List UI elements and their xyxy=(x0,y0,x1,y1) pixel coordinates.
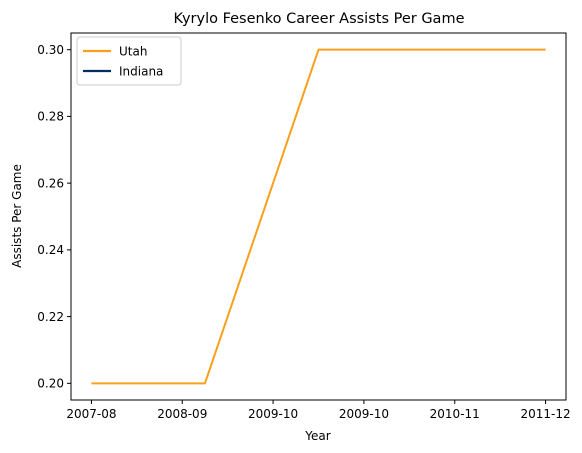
legend: Utah Indiana xyxy=(76,36,182,86)
x-axis-title: Year xyxy=(304,429,330,443)
legend-label-utah: Utah xyxy=(119,44,147,58)
chart-title: Kyrylo Fesenko Career Assists Per Game xyxy=(174,11,465,27)
legend-box xyxy=(76,36,182,86)
x-tick-label: 2009-10 xyxy=(339,407,389,421)
y-tick-label: 0.22 xyxy=(37,310,64,324)
x-axis: 2007-08 2008-09 2009-10 2009-10 2010-11 2011-… xyxy=(66,400,571,421)
series-layer xyxy=(91,48,546,385)
x-tick-label: 2010-11 xyxy=(430,407,480,421)
y-tick-label: 0.24 xyxy=(37,243,64,257)
y-axis: 0.20 0.22 0.24 0.26 0.28 0.30 xyxy=(37,43,71,391)
y-tick-label: 0.26 xyxy=(37,176,64,190)
y-tick-label: 0.20 xyxy=(37,377,64,391)
series-line-utah xyxy=(91,48,546,385)
x-tick-label: 2007-08 xyxy=(66,407,116,421)
y-tick-label: 0.28 xyxy=(37,110,64,124)
plot-frame xyxy=(70,32,567,401)
y-tick-label: 0.30 xyxy=(37,43,64,57)
x-tick-label: 2008-09 xyxy=(157,407,207,421)
x-tick-label: 2011-12 xyxy=(520,407,570,421)
x-tick-label: 2009-10 xyxy=(248,407,298,421)
legend-label-indiana: Indiana xyxy=(119,64,163,78)
y-axis-title: Assists Per Game xyxy=(10,164,24,268)
